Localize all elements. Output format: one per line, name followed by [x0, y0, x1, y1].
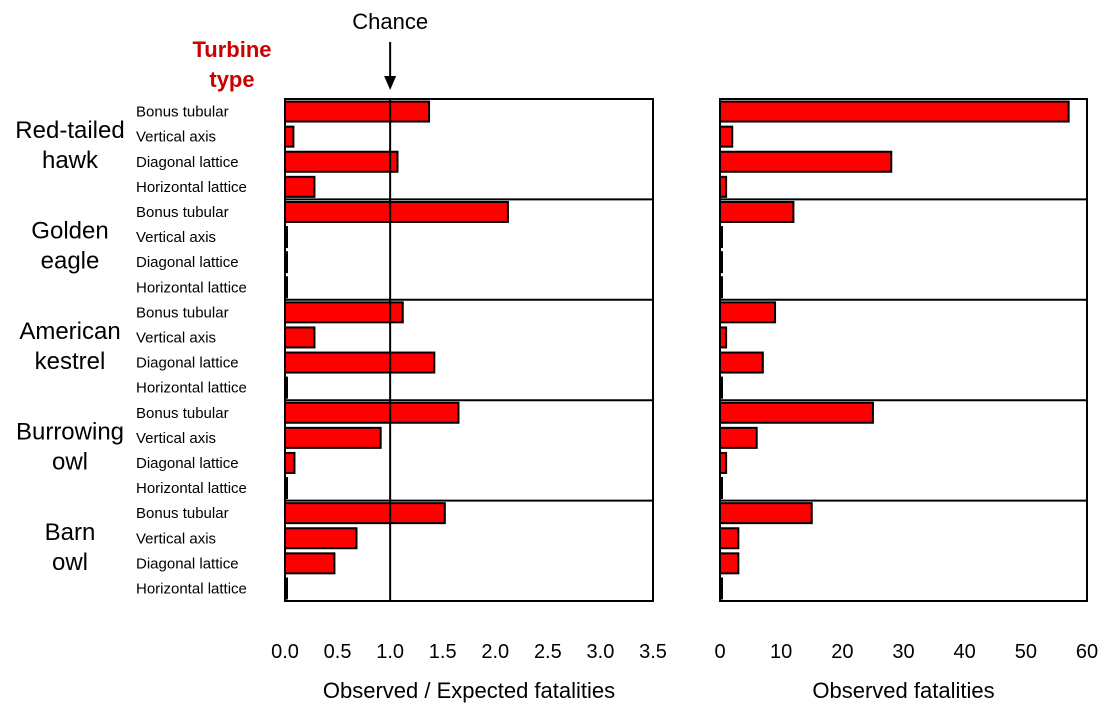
bar-ratio-golden-eagle-bonus-tubular	[285, 202, 508, 222]
turbine-type-label: Diagonal lattice	[136, 355, 239, 372]
bar-ratio-burrowing-owl-bonus-tubular	[285, 403, 458, 423]
bar-ratio-red-tailed-hawk-horizontal-lattice	[285, 177, 314, 197]
species-label-american-kestrel: American	[19, 318, 120, 345]
turbine-type-label: Horizontal lattice	[136, 480, 247, 497]
species-label-golden-eagle: Golden	[31, 218, 108, 245]
bar-observed-burrowing-owl-vertical-axis	[720, 428, 757, 448]
turbine-type-label: Horizontal lattice	[136, 580, 247, 597]
turbine-type-label: Bonus tubular	[136, 204, 229, 221]
tick-label-observed: 10	[770, 641, 792, 663]
bar-ratio-red-tailed-hawk-vertical-axis	[285, 127, 293, 147]
turbine-type-label: Bonus tubular	[136, 405, 229, 422]
x-axis-title-observed: Observed fatalities	[812, 678, 994, 703]
turbine-type-label: Horizontal lattice	[136, 380, 247, 397]
bar-observed-barn-owl-diagonal-lattice	[720, 553, 738, 573]
turbine-type-label: Vertical axis	[136, 530, 216, 547]
bar-observed-barn-owl-bonus-tubular	[720, 503, 812, 523]
tick-label-ratio: 1.5	[429, 641, 457, 663]
bar-ratio-american-kestrel-bonus-tubular	[285, 302, 403, 322]
tick-label-ratio: 0.5	[324, 641, 352, 663]
bar-observed-american-kestrel-bonus-tubular	[720, 302, 775, 322]
bar-ratio-barn-owl-vertical-axis	[285, 528, 356, 548]
species-label-american-kestrel: kestrel	[35, 348, 106, 375]
species-label-red-tailed-hawk: Red-tailed	[15, 117, 124, 144]
bar-ratio-american-kestrel-vertical-axis	[285, 327, 314, 347]
turbine-type-label: Diagonal lattice	[136, 154, 239, 171]
tick-label-ratio: 1.0	[376, 641, 404, 663]
bar-ratio-red-tailed-hawk-diagonal-lattice	[285, 152, 398, 172]
turbine-type-label: Bonus tubular	[136, 505, 229, 522]
turbine-type-heading: Turbine	[192, 37, 271, 62]
turbine-type-label: Horizontal lattice	[136, 279, 247, 296]
turbine-type-label: Bonus tubular	[136, 104, 229, 121]
chance-arrow-head	[384, 76, 396, 90]
turbine-type-label: Vertical axis	[136, 430, 216, 447]
bar-observed-american-kestrel-diagonal-lattice	[720, 353, 763, 373]
turbine-type-label: Horizontal lattice	[136, 179, 247, 196]
tick-label-ratio: 3.0	[587, 641, 615, 663]
tick-label-observed: 30	[892, 641, 914, 663]
turbine-type-label: Diagonal lattice	[136, 254, 239, 271]
species-label-red-tailed-hawk: hawk	[42, 147, 99, 174]
bar-observed-burrowing-owl-bonus-tubular	[720, 403, 873, 423]
turbine-type-label: Vertical axis	[136, 329, 216, 346]
x-axis-title-ratio: Observed / Expected fatalities	[323, 678, 615, 703]
tick-label-ratio: 2.5	[534, 641, 562, 663]
bar-ratio-red-tailed-hawk-bonus-tubular	[285, 102, 429, 122]
tick-label-observed: 0	[714, 641, 725, 663]
species-label-barn-owl: owl	[52, 549, 88, 576]
bar-observed-red-tailed-hawk-diagonal-lattice	[720, 152, 891, 172]
bar-ratio-burrowing-owl-diagonal-lattice	[285, 453, 294, 473]
species-label-burrowing-owl: Burrowing	[16, 418, 124, 445]
bar-observed-golden-eagle-bonus-tubular	[720, 202, 793, 222]
turbine-type-label: Diagonal lattice	[136, 555, 239, 572]
tick-label-observed: 20	[831, 641, 853, 663]
tick-label-ratio: 3.5	[639, 641, 667, 663]
chance-label: Chance	[352, 9, 428, 34]
turbine-type-label: Vertical axis	[136, 229, 216, 246]
bar-ratio-barn-owl-bonus-tubular	[285, 503, 445, 523]
bar-ratio-burrowing-owl-vertical-axis	[285, 428, 381, 448]
turbine-type-heading: type	[209, 67, 254, 92]
tick-label-observed: 40	[954, 641, 976, 663]
tick-label-observed: 50	[1015, 641, 1037, 663]
species-label-burrowing-owl: owl	[52, 448, 88, 475]
bar-observed-red-tailed-hawk-vertical-axis	[720, 127, 732, 147]
turbine-type-label: Bonus tubular	[136, 304, 229, 321]
tick-label-ratio: 2.0	[481, 641, 509, 663]
tick-label-observed: 60	[1076, 641, 1098, 663]
species-label-barn-owl: Barn	[45, 519, 96, 546]
bar-observed-barn-owl-vertical-axis	[720, 528, 738, 548]
tick-label-ratio: 0.0	[271, 641, 299, 663]
turbine-type-label: Diagonal lattice	[136, 455, 239, 472]
panel-frame-observed	[720, 99, 1087, 601]
bar-ratio-barn-owl-diagonal-lattice	[285, 553, 334, 573]
bar-ratio-american-kestrel-diagonal-lattice	[285, 353, 434, 373]
turbine-type-label: Vertical axis	[136, 129, 216, 146]
bar-observed-red-tailed-hawk-bonus-tubular	[720, 102, 1069, 122]
species-label-golden-eagle: eagle	[41, 248, 100, 275]
panel-frame-ratio	[285, 99, 653, 601]
